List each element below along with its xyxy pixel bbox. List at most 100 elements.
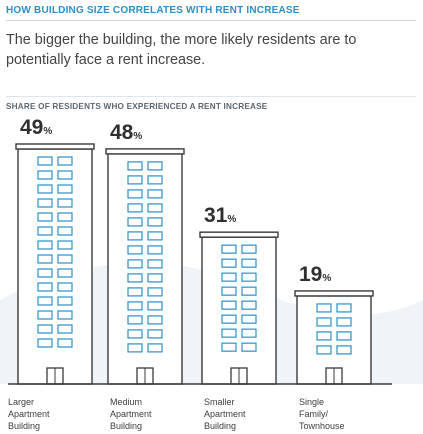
category-label-3: Single Family/Townhouse	[299, 396, 399, 432]
window	[147, 315, 163, 325]
window	[147, 189, 163, 199]
value-label-3: 19%	[299, 263, 331, 286]
category-label-line: Smaller	[204, 397, 235, 407]
value-label-2: 31%	[204, 204, 236, 227]
window	[57, 184, 73, 194]
category-label-line: Larger	[8, 397, 35, 407]
category-label-0: Larger Apartment Building	[8, 396, 108, 432]
window	[57, 268, 73, 278]
divider	[6, 96, 416, 97]
window	[336, 331, 352, 341]
window	[127, 245, 143, 255]
window	[316, 345, 332, 355]
window	[127, 273, 143, 283]
window	[241, 314, 257, 324]
category-label-line: Apartment	[204, 409, 246, 419]
window	[37, 254, 53, 264]
section-label: SHARE OF RESIDENTS WHO EXPERIENCED A REN…	[6, 102, 268, 111]
window	[127, 189, 143, 199]
category-label-line: Building	[8, 421, 41, 431]
window	[37, 324, 53, 334]
bar-roof-0	[15, 143, 95, 150]
window	[57, 212, 73, 222]
building-chart: 49% 48% 31% 19%	[0, 116, 423, 385]
window	[37, 338, 53, 348]
category-label-line: Family/	[299, 409, 328, 419]
window	[336, 317, 352, 327]
window	[147, 161, 163, 171]
window	[57, 198, 73, 208]
window	[127, 231, 143, 241]
window	[37, 296, 53, 306]
window	[57, 338, 73, 348]
window	[127, 161, 143, 171]
category-label-line: Apartment	[110, 409, 152, 419]
window	[147, 175, 163, 185]
category-label-line: Townhouse	[299, 421, 345, 431]
bar-roof-3	[294, 290, 374, 297]
category-label-line: Apartment	[8, 409, 50, 419]
window	[57, 324, 73, 334]
chart-title: HOW BUILDING SIZE CORRELATES WITH RENT I…	[6, 5, 416, 21]
window	[37, 170, 53, 180]
window	[221, 244, 237, 254]
value-label-0: 49%	[20, 116, 52, 139]
chart-subtitle: The bigger the building, the more likely…	[6, 32, 357, 68]
window	[241, 328, 257, 338]
bar-building-2	[201, 236, 277, 385]
window	[147, 203, 163, 213]
window	[241, 342, 257, 352]
window	[57, 310, 73, 320]
window	[336, 345, 352, 355]
window	[221, 286, 237, 296]
window	[37, 226, 53, 236]
window	[57, 296, 73, 306]
window	[147, 259, 163, 269]
window	[147, 301, 163, 311]
bar-roof-2	[199, 231, 279, 238]
window	[316, 317, 332, 327]
window	[57, 282, 73, 292]
window	[316, 303, 332, 313]
window	[221, 342, 237, 352]
window	[221, 328, 237, 338]
window	[127, 315, 143, 325]
window	[127, 343, 143, 353]
window	[37, 310, 53, 320]
window	[127, 259, 143, 269]
window	[57, 156, 73, 166]
window	[37, 156, 53, 166]
window	[127, 175, 143, 185]
window	[37, 212, 53, 222]
window	[241, 300, 257, 310]
window	[241, 258, 257, 268]
bar-building-0	[17, 148, 93, 385]
window	[147, 245, 163, 255]
value-label-1: 48%	[110, 121, 142, 144]
window	[221, 314, 237, 324]
window	[37, 184, 53, 194]
window	[57, 254, 73, 264]
window	[241, 244, 257, 254]
window	[147, 287, 163, 297]
category-label-line: Building	[110, 421, 143, 431]
window	[147, 329, 163, 339]
category-label-line: Building	[204, 421, 237, 431]
category-label-2: Smaller Apartment Building	[204, 396, 304, 432]
window	[127, 329, 143, 339]
category-label-1: Medium Apartment Building	[110, 396, 210, 432]
window	[147, 273, 163, 283]
window	[57, 170, 73, 180]
window	[336, 303, 352, 313]
category-label-line: Single	[299, 397, 325, 407]
window	[221, 272, 237, 282]
window	[241, 286, 257, 296]
window	[37, 198, 53, 208]
window	[127, 217, 143, 227]
window	[57, 240, 73, 250]
window	[147, 343, 163, 353]
bar-building-1	[107, 153, 183, 385]
window	[221, 258, 237, 268]
window	[37, 268, 53, 278]
window	[57, 226, 73, 236]
